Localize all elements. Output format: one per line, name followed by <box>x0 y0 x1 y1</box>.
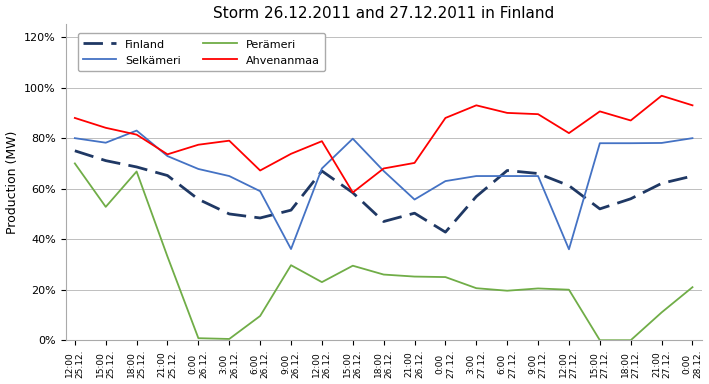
Ahvenanmaa <box>256 168 264 173</box>
Selkämeri <box>627 141 635 146</box>
Perämeri <box>596 338 604 343</box>
Ahvenanmaa <box>441 116 450 120</box>
Line: Selkämeri: Selkämeri <box>75 131 693 249</box>
Perämeri <box>534 286 542 291</box>
Ahvenanmaa <box>503 111 511 115</box>
Line: Finland: Finland <box>75 151 693 232</box>
Ahvenanmaa <box>411 161 419 165</box>
Perämeri <box>564 287 573 292</box>
Selkämeri <box>318 166 326 171</box>
Selkämeri <box>225 174 233 178</box>
Finland <box>657 181 666 186</box>
Finland <box>256 216 264 220</box>
Finland <box>225 212 233 216</box>
Selkämeri <box>349 136 357 141</box>
Perämeri <box>441 275 450 280</box>
Finland <box>379 219 388 224</box>
Finland <box>627 197 635 201</box>
Ahvenanmaa <box>225 138 233 143</box>
Finland <box>133 165 141 169</box>
Ahvenanmaa <box>564 131 573 136</box>
Ahvenanmaa <box>534 112 542 116</box>
Perämeri <box>379 272 388 277</box>
Ahvenanmaa <box>349 190 357 195</box>
Finland <box>472 194 481 199</box>
Perämeri <box>503 288 511 293</box>
Finland <box>564 183 573 188</box>
Finland <box>441 230 450 234</box>
Selkämeri <box>256 189 264 194</box>
Ahvenanmaa <box>133 132 141 137</box>
Perämeri <box>411 274 419 279</box>
Selkämeri <box>596 141 604 146</box>
Selkämeri <box>133 128 141 133</box>
Finland <box>318 169 326 173</box>
Selkämeri <box>688 136 697 141</box>
Selkämeri <box>534 174 542 178</box>
Selkämeri <box>564 247 573 252</box>
Perämeri <box>133 169 141 174</box>
Finland <box>286 208 295 212</box>
Selkämeri <box>379 169 388 173</box>
Perämeri <box>194 336 203 341</box>
Perämeri <box>318 280 326 285</box>
Perämeri <box>472 286 481 290</box>
Ahvenanmaa <box>627 118 635 123</box>
Selkämeri <box>101 141 110 145</box>
Selkämeri <box>503 174 511 178</box>
Finland <box>596 207 604 211</box>
Finland <box>101 158 110 163</box>
Ahvenanmaa <box>379 166 388 171</box>
Perämeri <box>349 263 357 268</box>
Line: Perämeri: Perämeri <box>75 164 693 340</box>
Perämeri <box>71 161 79 166</box>
Selkämeri <box>441 179 450 184</box>
Ahvenanmaa <box>318 139 326 144</box>
Legend: Finland, Selkämeri, Perämeri, Ahvenanmaa: Finland, Selkämeri, Perämeri, Ahvenanmaa <box>77 33 325 71</box>
Perämeri <box>256 314 264 318</box>
Perämeri <box>627 338 635 343</box>
Perämeri <box>286 263 295 268</box>
Finland <box>534 171 542 176</box>
Ahvenanmaa <box>472 103 481 108</box>
Selkämeri <box>163 154 172 158</box>
Title: Storm 26.12.2011 and 27.12.2011 in Finland: Storm 26.12.2011 and 27.12.2011 in Finla… <box>213 5 554 21</box>
Finland <box>411 211 419 215</box>
Selkämeri <box>657 141 666 145</box>
Finland <box>349 190 357 195</box>
Line: Ahvenanmaa: Ahvenanmaa <box>75 96 693 192</box>
Selkämeri <box>71 136 79 141</box>
Perämeri <box>101 205 110 209</box>
Perämeri <box>163 254 172 259</box>
Y-axis label: Production (MW): Production (MW) <box>6 131 18 234</box>
Perämeri <box>688 285 697 290</box>
Perämeri <box>657 310 666 315</box>
Ahvenanmaa <box>194 142 203 147</box>
Finland <box>71 149 79 153</box>
Perämeri <box>225 337 233 341</box>
Selkämeri <box>194 167 203 171</box>
Ahvenanmaa <box>163 152 172 157</box>
Ahvenanmaa <box>71 116 79 120</box>
Selkämeri <box>411 197 419 202</box>
Selkämeri <box>286 247 295 252</box>
Ahvenanmaa <box>688 103 697 108</box>
Ahvenanmaa <box>596 109 604 114</box>
Finland <box>194 197 203 202</box>
Ahvenanmaa <box>657 93 666 98</box>
Ahvenanmaa <box>286 152 295 156</box>
Selkämeri <box>472 174 481 178</box>
Finland <box>163 173 172 178</box>
Finland <box>688 174 697 178</box>
Finland <box>503 168 511 173</box>
Ahvenanmaa <box>101 126 110 130</box>
